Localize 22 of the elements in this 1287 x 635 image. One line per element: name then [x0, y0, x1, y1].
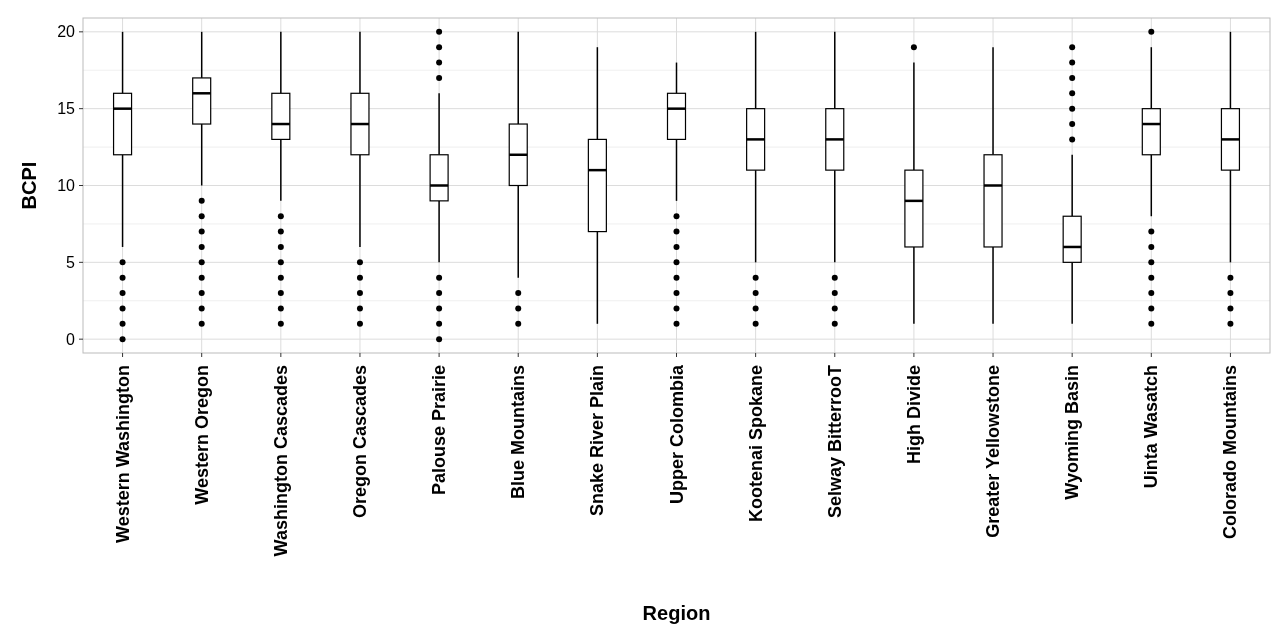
y-tick-label: 15 — [57, 100, 76, 118]
x-tick-label: Oregon Cascades — [349, 365, 370, 519]
x-tick-label: Wyoming Basin — [1062, 365, 1083, 500]
x-axis-title: Region — [642, 602, 711, 624]
x-tick-label: Washington Cascades — [270, 365, 291, 557]
x-tick-label: Upper Colombia — [666, 364, 687, 505]
x-tick-label: Greater Yellowstone — [983, 365, 1004, 538]
y-tick-label: 0 — [66, 330, 76, 348]
y-tick-label: 10 — [57, 177, 76, 195]
x-tick-label: Kootenai Spokane — [745, 365, 766, 523]
x-tick-label: Selway BitterrooT — [824, 365, 845, 519]
x-tick-label: Snake River Plain — [587, 365, 608, 517]
x-tick-label: Western Oregon — [191, 365, 212, 505]
x-tick-label: Uinta Wasatch — [1141, 365, 1162, 489]
x-tick-label: Western Washington — [112, 365, 133, 544]
x-tick-label: Palouse Prairie — [429, 365, 450, 496]
y-axis-title: BCPI — [18, 161, 40, 210]
y-tick-label: 5 — [66, 253, 76, 271]
x-tick-label: Colorado Mountains — [1220, 365, 1241, 539]
x-tick-label: High Divide — [903, 365, 924, 465]
x-tick-label: Blue Mountains — [508, 365, 529, 499]
y-tick-label: 20 — [57, 23, 76, 41]
